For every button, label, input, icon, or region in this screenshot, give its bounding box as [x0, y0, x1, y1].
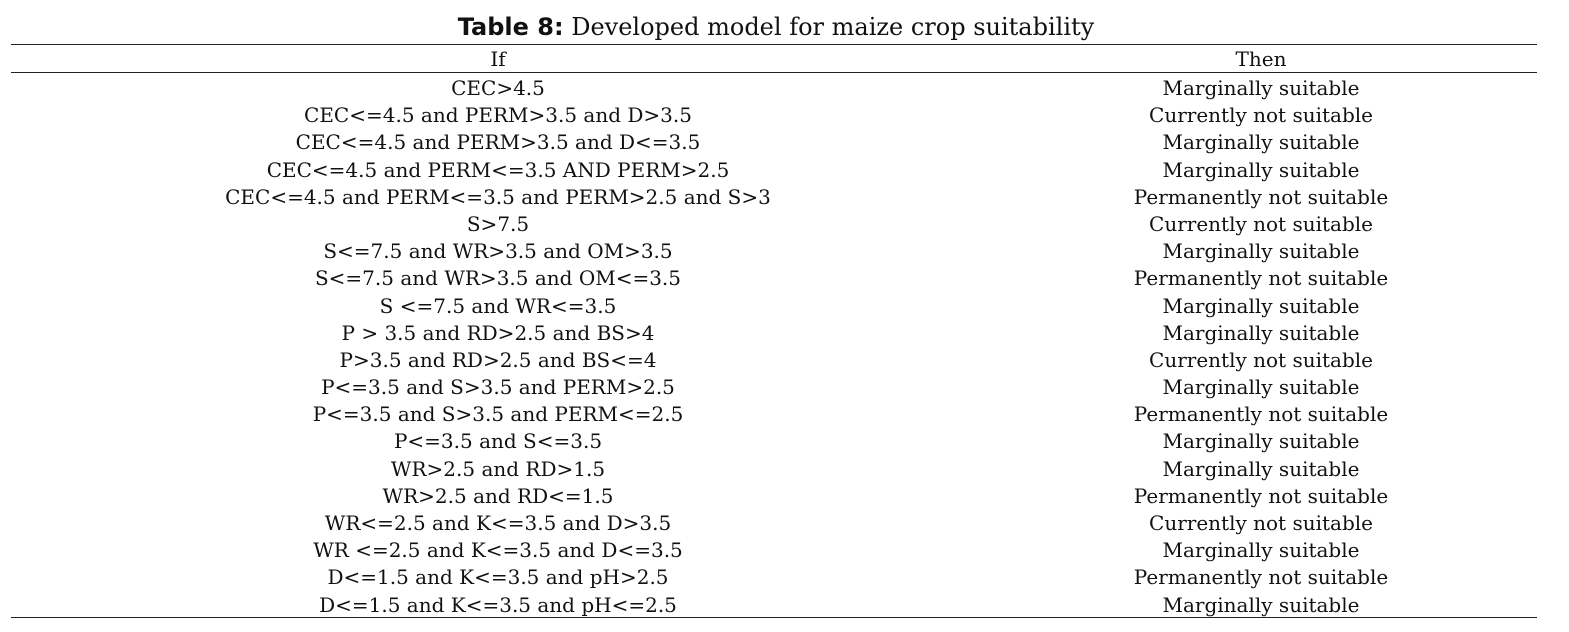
- condition-cell: P>3.5 and RD>2.5 and BS<=4: [339, 347, 657, 372]
- table-row: P<=3.5 and S>3.5 and PERM<=2.5 Permanentl…: [11, 401, 1537, 428]
- result-cell: Marginally suitable: [1162, 456, 1360, 481]
- condition-cell: D<=1.5 and K<=3.5 and pH<=2.5: [319, 592, 677, 617]
- table-row: D<=1.5 and K<=3.5 and pH<=2.5 Marginally …: [11, 592, 1537, 619]
- table-row: S>7.5 Currently not suitable: [11, 211, 1537, 238]
- result-cell: Marginally suitable: [1162, 429, 1360, 454]
- result-cell: Marginally suitable: [1162, 375, 1360, 400]
- table-row: S <=7.5 and WR<=3.5 Marginally suitable: [11, 293, 1537, 320]
- condition-cell: CEC<=4.5 and PERM<=3.5 AND PERM>2.5: [266, 157, 730, 182]
- result-cell: Permanently not suitable: [1133, 565, 1389, 590]
- condition-cell: CEC<=4.5 and PERM>3.5 and D<=3.5: [295, 130, 701, 155]
- table-row: D<=1.5 and K<=3.5 and pH>2.5 Permanently …: [11, 564, 1537, 591]
- table-header-row: If Then: [11, 46, 1537, 72]
- table-row: P > 3.5 and RD>2.5 and BS>4 Marginally su…: [11, 320, 1537, 347]
- header-then: Then: [1235, 47, 1287, 71]
- condition-cell: WR>2.5 and RD>1.5: [390, 456, 606, 481]
- table-row: WR <=2.5 and K<=3.5 and D<=3.5 Marginally…: [11, 537, 1537, 564]
- result-cell: Marginally suitable: [1162, 293, 1360, 318]
- condition-cell: S <=7.5 and WR<=3.5: [379, 293, 617, 318]
- table-caption-text: Developed model for maize crop suitabili…: [563, 13, 1095, 41]
- result-cell: Currently not suitable: [1149, 347, 1373, 372]
- table-row: S<=7.5 and WR>3.5 and OM<=3.5 Permanently…: [11, 265, 1537, 292]
- condition-cell: WR <=2.5 and K<=3.5 and D<=3.5: [313, 538, 683, 563]
- table-row: CEC>4.5 Marginally suitable: [11, 75, 1537, 102]
- result-cell: Permanently not suitable: [1133, 184, 1389, 209]
- condition-cell: CEC>4.5: [451, 76, 545, 100]
- table-row: CEC<=4.5 and PERM<=3.5 and PERM>2.5 and …: [11, 184, 1537, 211]
- result-cell: Permanently not suitable: [1133, 402, 1389, 427]
- condition-cell: P<=3.5 and S>3.5 and PERM>2.5: [321, 375, 675, 400]
- result-cell: Currently not suitable: [1149, 211, 1373, 236]
- condition-cell: P > 3.5 and RD>2.5 and BS>4: [341, 320, 655, 345]
- condition-cell: WR>2.5 and RD<=1.5: [382, 483, 614, 508]
- result-cell: Currently not suitable: [1149, 511, 1373, 535]
- condition-cell: S>7.5: [466, 211, 530, 236]
- table-row: CEC<=4.5 and PERM>3.5 and D<=3.5 Marginal…: [11, 129, 1537, 156]
- condition-cell: CEC<=4.5 and PERM>3.5 and D>3.5: [304, 103, 692, 128]
- result-cell: Marginally suitable: [1162, 157, 1360, 182]
- result-cell: Marginally suitable: [1162, 76, 1360, 100]
- header-if: If: [490, 47, 506, 71]
- table-body: CEC>4.5 Marginally suitable CEC<=4.5 and P…: [11, 75, 1537, 619]
- result-cell: Marginally suitable: [1162, 538, 1360, 563]
- result-cell: Marginally suitable: [1162, 592, 1360, 617]
- result-cell: Permanently not suitable: [1133, 483, 1389, 508]
- table-top-rule: [11, 44, 1537, 45]
- table-row: WR<=2.5 and K<=3.5 and D>3.5 Currently no…: [11, 510, 1537, 537]
- result-cell: Currently not suitable: [1149, 103, 1373, 128]
- table-row: S<=7.5 and WR>3.5 and OM>3.5 Marginally s…: [11, 238, 1537, 265]
- condition-cell: WR<=2.5 and K<=3.5 and D>3.5: [324, 511, 672, 535]
- table-row: WR>2.5 and RD<=1.5 Permanently not suitab…: [11, 483, 1537, 510]
- result-cell: Marginally suitable: [1162, 320, 1360, 345]
- table-bottom-rule: [11, 617, 1537, 618]
- condition-cell: S<=7.5 and WR>3.5 and OM>3.5: [323, 239, 673, 264]
- result-cell: Marginally suitable: [1162, 239, 1360, 264]
- condition-cell: P<=3.5 and S<=3.5: [393, 429, 603, 454]
- table-row: P<=3.5 and S>3.5 and PERM>2.5 Marginally …: [11, 374, 1537, 401]
- table-row: CEC<=4.5 and PERM<=3.5 AND PERM>2.5 Margi…: [11, 157, 1537, 184]
- table-header-rule: [11, 72, 1537, 73]
- result-cell: Marginally suitable: [1162, 130, 1360, 155]
- result-cell: Permanently not suitable: [1133, 266, 1389, 291]
- table-row: WR>2.5 and RD>1.5 Marginally suitable: [11, 456, 1537, 483]
- table-caption: Table 8: Developed model for maize crop …: [0, 10, 1552, 44]
- table-row: P<=3.5 and S<=3.5 Marginally suitable: [11, 428, 1537, 455]
- condition-cell: D<=1.5 and K<=3.5 and pH>2.5: [327, 565, 669, 590]
- condition-cell: CEC<=4.5 and PERM<=3.5 and PERM>2.5 and …: [225, 184, 771, 209]
- condition-cell: P<=3.5 and S>3.5 and PERM<=2.5: [312, 402, 684, 427]
- condition-cell: S<=7.5 and WR>3.5 and OM<=3.5: [314, 266, 682, 291]
- table-caption-label: Table 8:: [457, 13, 564, 41]
- table-row: P>3.5 and RD>2.5 and BS<=4 Currently not …: [11, 347, 1537, 374]
- table-row: CEC<=4.5 and PERM>3.5 and D>3.5 Currently…: [11, 102, 1537, 129]
